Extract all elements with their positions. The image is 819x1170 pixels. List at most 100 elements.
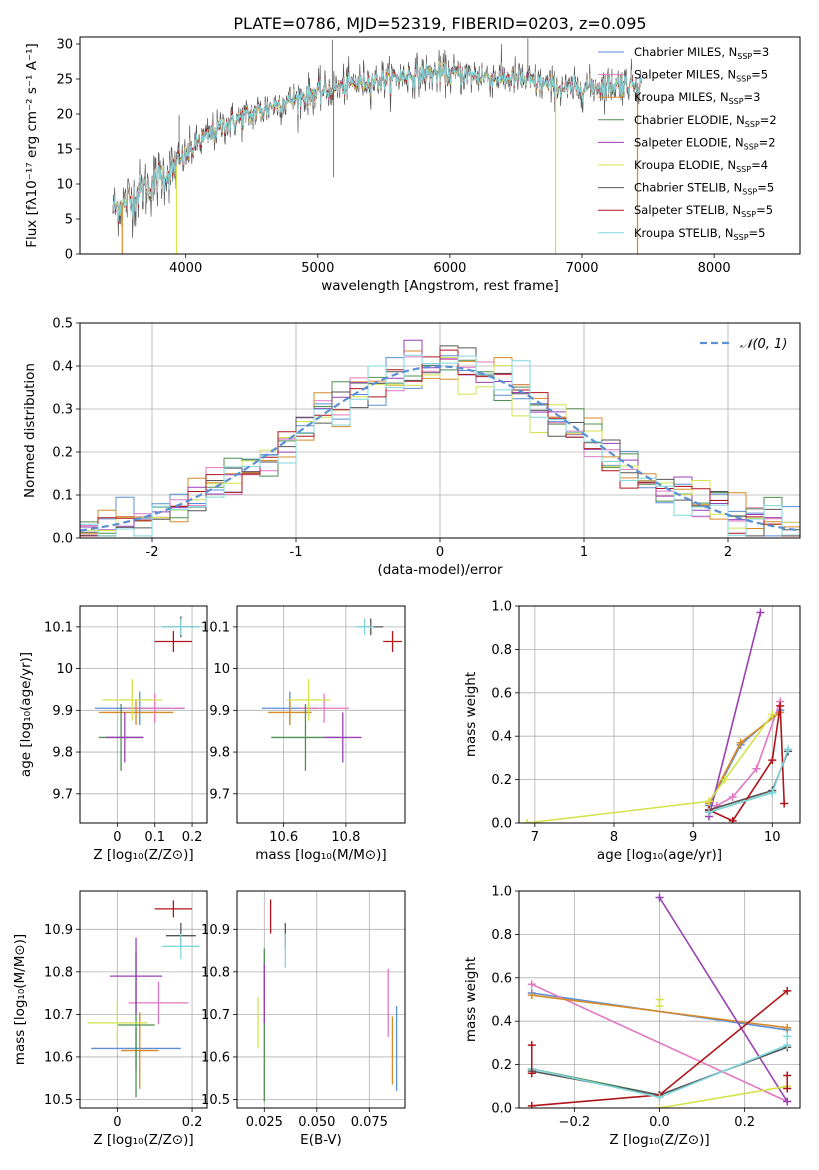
x-tick-label: 0 bbox=[436, 545, 444, 560]
y-tick-label: 10.6 bbox=[44, 1050, 73, 1065]
plot-area-residuals bbox=[80, 339, 800, 538]
legend-subscript: SSP bbox=[742, 188, 757, 197]
weight-marker bbox=[728, 816, 737, 823]
weight-marker bbox=[784, 745, 793, 754]
weight-marker bbox=[522, 819, 531, 823]
x-tick-label: 0.2 bbox=[182, 830, 203, 845]
y-tick-label: 9.8 bbox=[209, 746, 230, 761]
y-axis-label: mass [log₁₀(M/M⊙)] bbox=[12, 934, 28, 1065]
weight-marker bbox=[527, 1069, 536, 1078]
legend-label: Kroupa STELIB, N bbox=[634, 226, 734, 240]
spectrum-line bbox=[112, 62, 642, 222]
y-tick-label: 0.2 bbox=[491, 1058, 512, 1073]
legend-label: Kroupa MILES, N bbox=[634, 90, 729, 104]
panel-mass_vs_Z: 0 0.2 10.5 10.6 10.7 10.8 10.9 Z [log₁₀(Z/Z⊙)] m… bbox=[12, 890, 208, 1148]
legend-suffix: =5 bbox=[756, 203, 773, 217]
y-axis-label: Flux [fλ10⁻¹⁷ erg cm⁻² s⁻¹ A⁻¹] bbox=[24, 43, 40, 248]
normal-curve bbox=[80, 365, 800, 532]
y-tick-label: 15 bbox=[56, 143, 73, 158]
weight-marker bbox=[527, 1101, 536, 1108]
x-tick-label: 6000 bbox=[433, 261, 466, 276]
y-tick-label: 0.0 bbox=[52, 532, 73, 547]
weight-marker bbox=[704, 797, 713, 806]
y-tick-label: 0.6 bbox=[491, 971, 512, 986]
legend-entry: Chabrier MILES, NSSP=3 bbox=[634, 45, 769, 61]
panel-age_vs_mass: 10.6 10.8 9.7 9.8 9.9 10 10.1 mass [log₁₀(M/M⊙)… bbox=[201, 605, 406, 863]
histogram-series bbox=[80, 345, 800, 538]
x-tick-label: 0 bbox=[113, 830, 121, 845]
x-tick-label: −0.2 bbox=[559, 1115, 591, 1130]
weight-marker bbox=[783, 1071, 792, 1080]
y-axis-label: mass weight bbox=[463, 672, 479, 757]
legend-label: Kroupa ELODIE, N bbox=[634, 158, 736, 172]
weight-line bbox=[708, 612, 762, 817]
weight-marker bbox=[783, 1041, 792, 1050]
weight-marker bbox=[768, 710, 777, 719]
legend-subscript: SSP bbox=[729, 97, 744, 106]
y-tick-label: 10 bbox=[56, 662, 73, 677]
legend-subscript: SSP bbox=[734, 233, 749, 242]
weight-marker bbox=[756, 608, 765, 617]
x-tick-label: 10 bbox=[764, 830, 781, 845]
x-axis-label: Z [log₁₀(Z/Z⊙)] bbox=[609, 1132, 709, 1148]
y-tick-label: 10.7 bbox=[201, 1008, 230, 1023]
x-axis-label: wavelength [Angstrom, rest frame] bbox=[321, 278, 559, 294]
x-axis-label: (data-model)/error bbox=[377, 562, 503, 578]
y-tick-label: 10.9 bbox=[201, 923, 230, 938]
x-tick-label: 10.6 bbox=[269, 830, 298, 845]
x-tick-label: 0 bbox=[113, 1115, 121, 1130]
x-axis-label: mass [log₁₀(M/M⊙)] bbox=[255, 847, 386, 863]
weight-marker bbox=[527, 1041, 536, 1050]
weight-marker bbox=[752, 764, 761, 773]
weight-marker bbox=[783, 1097, 792, 1106]
legend-suffix: =3 bbox=[744, 90, 761, 104]
legend-entry: Salpeter ELODIE, NSSP=2 bbox=[634, 135, 776, 151]
plot-area-age_vs_mass bbox=[261, 618, 402, 771]
x-tick-label: -2 bbox=[146, 545, 159, 560]
weight-marker bbox=[655, 893, 664, 902]
weight-marker bbox=[704, 808, 713, 817]
plot-area-mass_vs_Z bbox=[87, 900, 200, 1098]
x-tick-label: 5000 bbox=[301, 261, 334, 276]
y-tick-label: 20 bbox=[56, 108, 73, 123]
x-axis-label: age [log₁₀(age/yr)] bbox=[597, 847, 722, 863]
legend-label-normal: 𝒩(0, 1) bbox=[740, 337, 787, 352]
weight-marker bbox=[783, 1032, 792, 1041]
weight-line bbox=[659, 1085, 788, 1108]
x-tick-label: 1 bbox=[580, 545, 588, 560]
x-tick-label: 8 bbox=[610, 830, 618, 845]
axes-frame bbox=[79, 36, 801, 255]
y-tick-label: 10.1 bbox=[44, 620, 73, 635]
weight-marker bbox=[655, 1002, 664, 1011]
legend-entry: Kroupa MILES, NSSP=3 bbox=[634, 90, 760, 106]
axes-frame bbox=[79, 322, 801, 539]
legend-subscript: SSP bbox=[741, 210, 756, 219]
axes-frame bbox=[236, 890, 406, 1109]
weight-marker bbox=[776, 701, 785, 710]
legend-subscript: SSP bbox=[736, 165, 751, 174]
x-tick-label: 7000 bbox=[565, 261, 598, 276]
weight-line bbox=[531, 994, 788, 1029]
legend-label: Salpeter MILES, N bbox=[634, 68, 736, 82]
y-tick-label: 10.5 bbox=[201, 1093, 230, 1108]
panel-weight_vs_age: 7 8 9 10 0.0 0.2 0.4 0.6 0.8 1.0 age [log₁₀(age/yr… bbox=[463, 600, 801, 863]
x-tick-label: 0.2 bbox=[734, 1115, 755, 1130]
y-axis-label: Normed distribution bbox=[22, 363, 38, 498]
legend-suffix: =4 bbox=[751, 158, 768, 172]
y-tick-label: 10 bbox=[213, 662, 230, 677]
histogram-series bbox=[80, 349, 800, 538]
legend-label: Salpeter STELIB, N bbox=[634, 203, 741, 217]
y-tick-label: 0.8 bbox=[491, 928, 512, 943]
legend-subscript: SSP bbox=[736, 75, 751, 84]
figure-title: PLATE=0786, MJD=52319, FIBERID=0203, z=0… bbox=[233, 14, 646, 33]
legend-entry: Kroupa STELIB, NSSP=5 bbox=[634, 226, 765, 242]
y-tick-label: 30 bbox=[56, 38, 73, 53]
x-tick-label: 0.1 bbox=[144, 830, 165, 845]
weight-marker bbox=[720, 775, 729, 784]
weight-marker bbox=[655, 1104, 664, 1108]
legend-label: Chabrier ELODIE, N bbox=[634, 113, 745, 127]
y-tick-label: 0.2 bbox=[491, 773, 512, 788]
x-tick-label: 0.050 bbox=[298, 1115, 335, 1130]
y-tick-label: 9.7 bbox=[209, 787, 230, 802]
panel-spectrum: 4000 5000 6000 7000 8000 0 5 10 15 20 25 30 waveleng… bbox=[24, 36, 801, 294]
